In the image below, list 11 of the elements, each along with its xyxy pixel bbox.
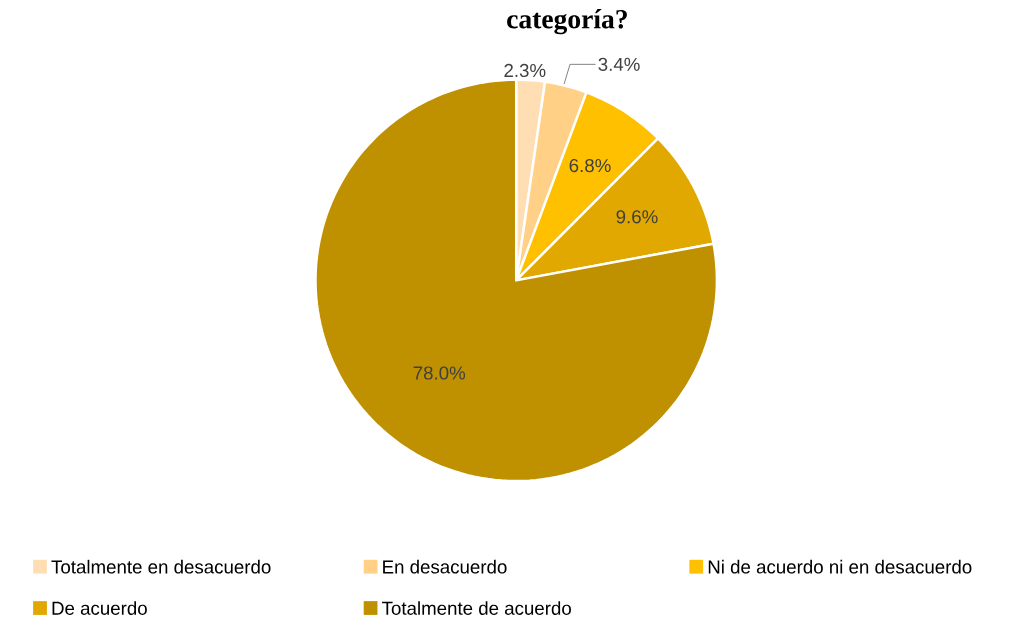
legend-label: Totalmente de acuerdo [382,601,571,615]
data-label: 6.8% [569,159,611,173]
data-label: 78.0% [413,366,466,380]
legend-label: Ni de acuerdo ni en desacuerdo [708,559,972,574]
data-label: 9.6% [616,210,658,224]
legend-label: En desacuerdo [383,559,507,574]
chart-title: categoría? [507,9,627,35]
legend-label: De acuerdo [52,601,147,615]
data-label: 2.3% [504,63,546,78]
data-label: 3.4% [598,57,640,72]
legend-label: Totalmente en desacuerdo [51,559,271,574]
